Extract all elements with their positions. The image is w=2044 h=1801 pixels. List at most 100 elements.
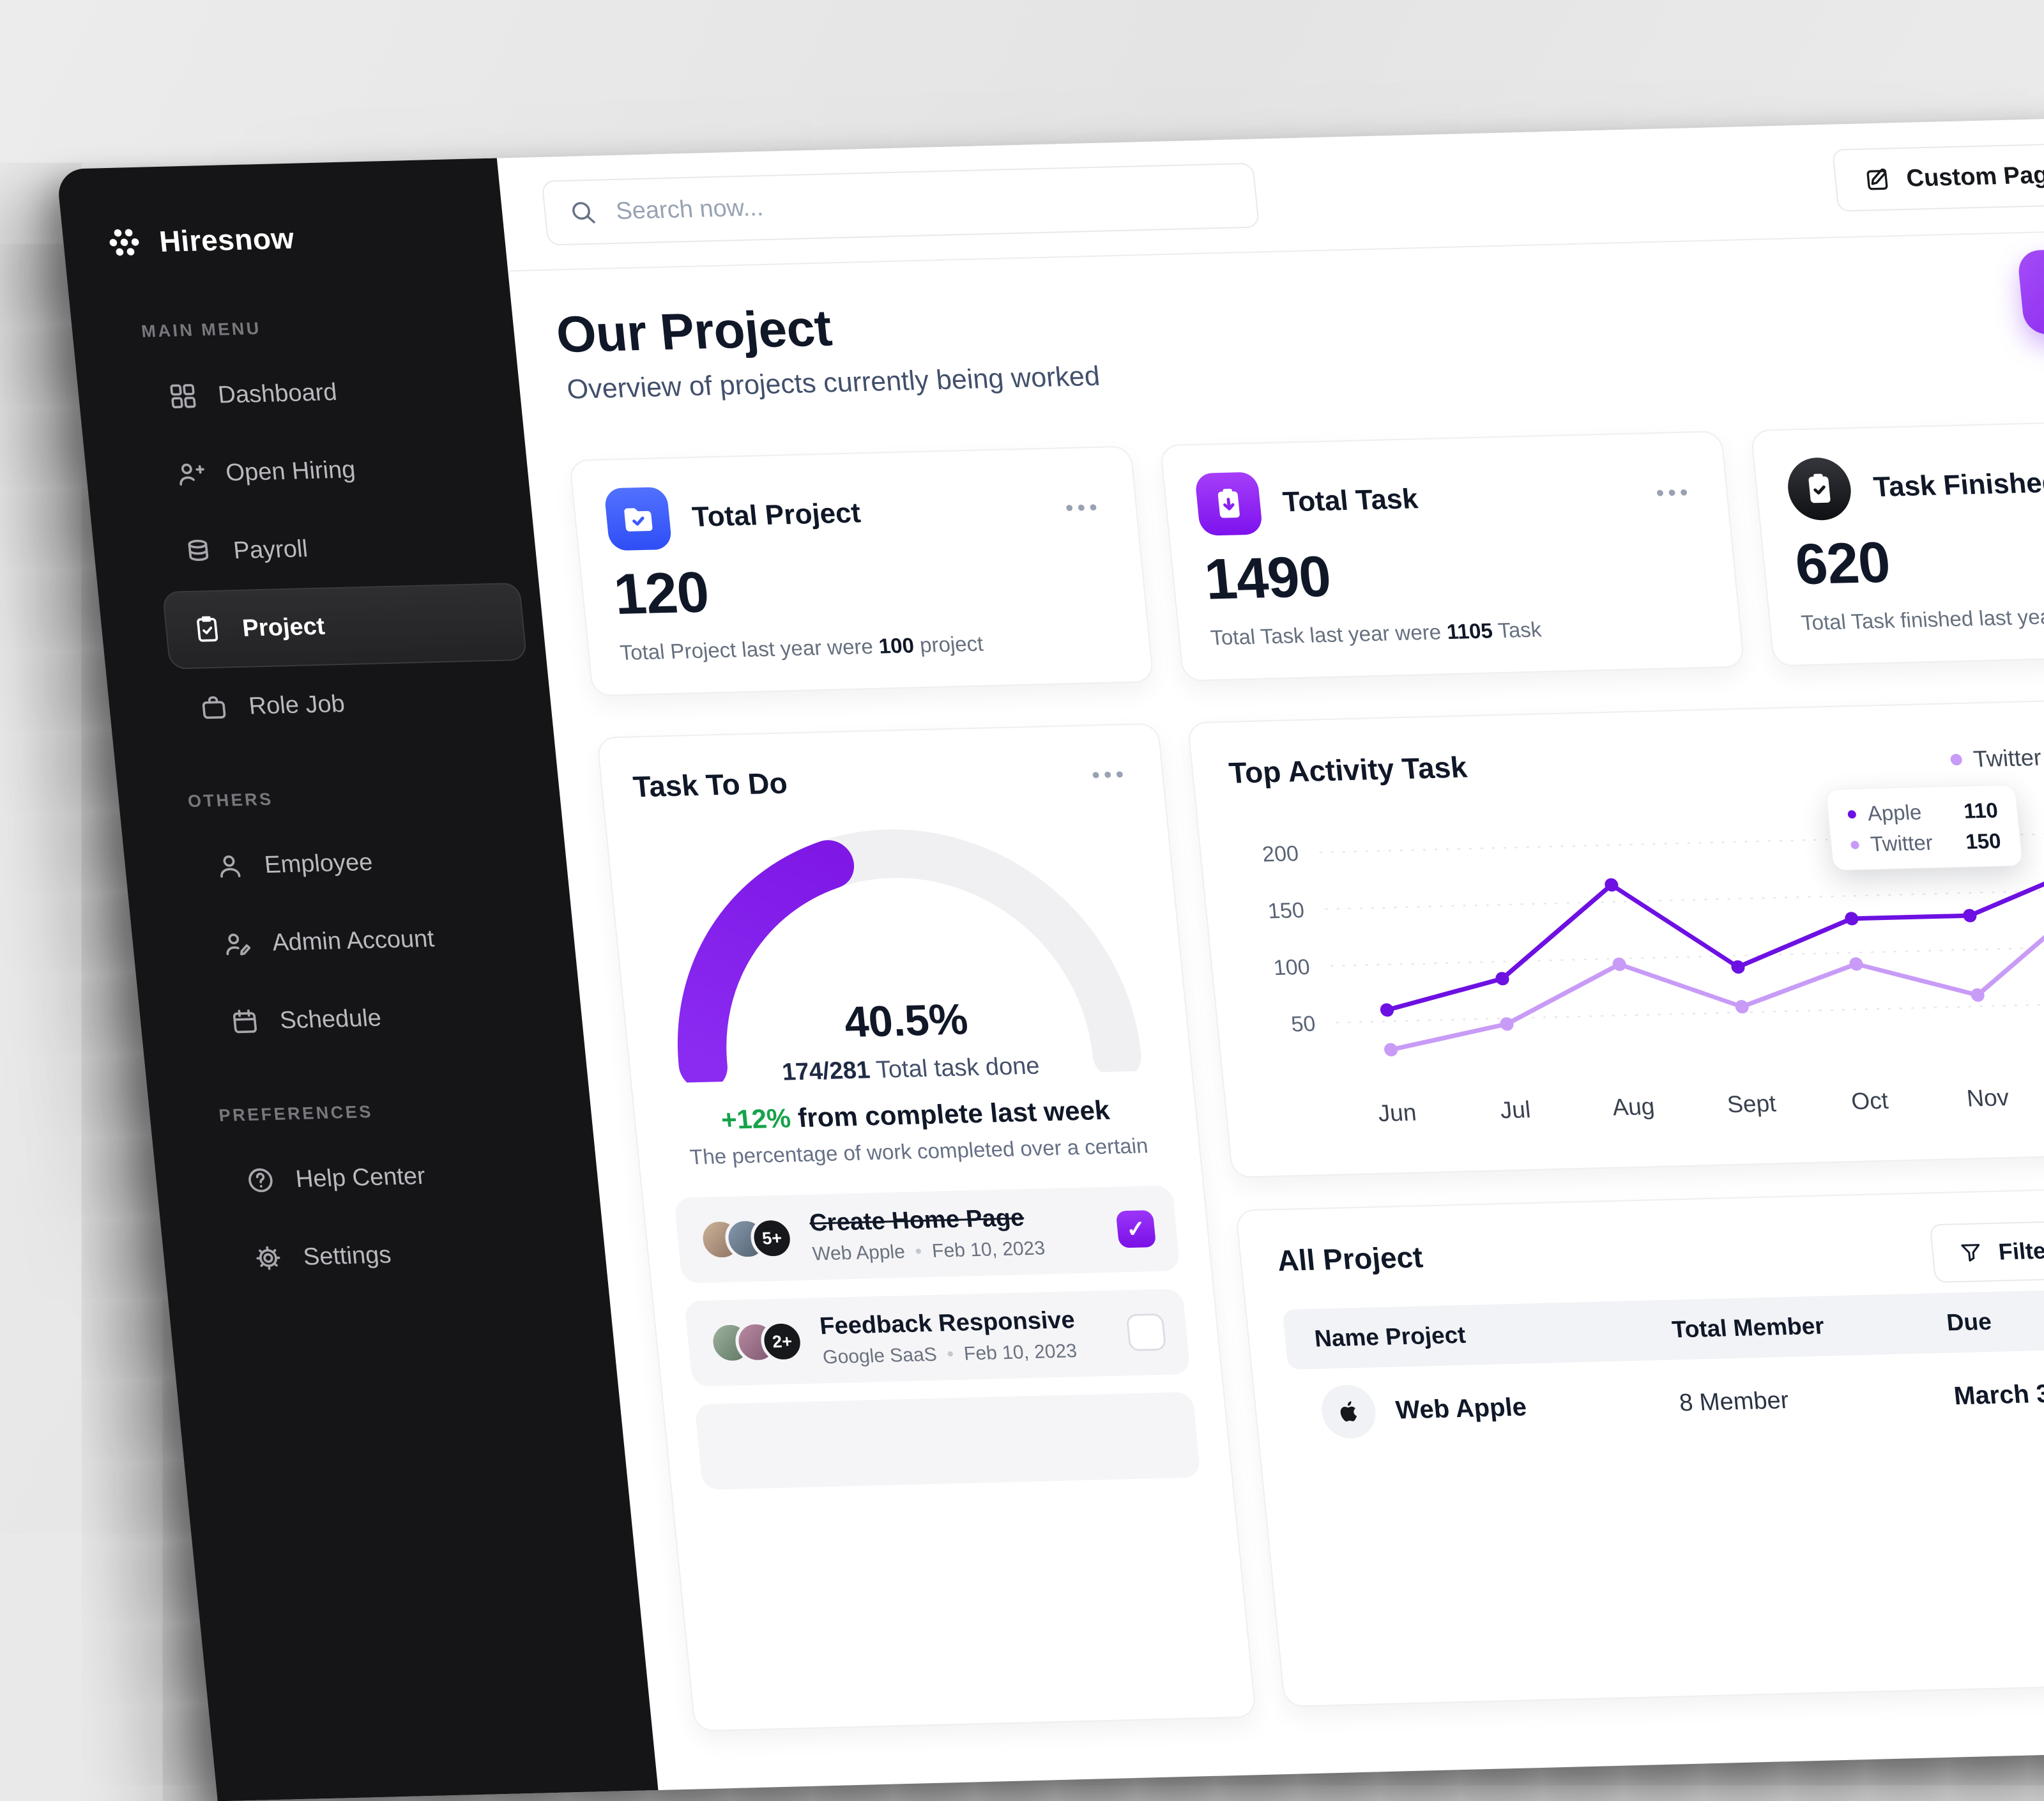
dot-separator: • — [946, 1344, 955, 1365]
stat-footer: Total Task finished last year — [1800, 598, 2044, 635]
sidebar-item-label: Admin Account — [271, 925, 436, 956]
user-icon — [213, 851, 246, 881]
task-title: Create Home Page — [808, 1202, 1099, 1237]
more-icon[interactable]: ••• — [1060, 493, 1106, 523]
all-project-card: All Project Filter Task Name Project Tot… — [1235, 1181, 2044, 1707]
funnel-icon — [1958, 1240, 1985, 1265]
svg-text:Sept: Sept — [1726, 1089, 1778, 1117]
sidebar-item-dashboard[interactable]: Dashboard — [139, 349, 504, 436]
sidebar-item-label: Dashboard — [217, 379, 338, 410]
folder-icon — [604, 487, 673, 551]
all-project-title: All Project — [1276, 1239, 1424, 1278]
sidebar-item-label: Project — [241, 613, 326, 642]
calendar-icon — [229, 1006, 261, 1036]
clipboard-down-icon — [1194, 472, 1263, 536]
stat-card-total-task: Total Task ••• 1490 Total Task last year… — [1159, 431, 1744, 681]
sidebar-item-label: Open Hiring — [224, 456, 356, 487]
custom-page-label: Custom Page — [1905, 161, 2044, 192]
dot-separator: • — [914, 1241, 923, 1262]
svg-text:Jun: Jun — [1377, 1099, 1417, 1126]
sidebar-item-help-center[interactable]: Help Center — [217, 1133, 582, 1220]
brand-name: Hiresnow — [158, 221, 296, 259]
sidebar-item-label: Help Center — [294, 1162, 427, 1193]
sidebar-item-schedule[interactable]: Schedule — [201, 975, 566, 1062]
project-name: Web Apple — [1394, 1393, 1528, 1425]
task-checkbox[interactable]: ✓ — [1116, 1210, 1157, 1248]
coins-icon — [182, 537, 215, 567]
column-total-member: Total Member — [1671, 1310, 1948, 1344]
task-row[interactable]: 2+ Feedback Responsive Google SaaS • Feb… — [684, 1289, 1191, 1386]
svg-text:200: 200 — [1261, 841, 1299, 866]
app-window: Hiresnow MAIN MENU Dashboard Open Hiring — [56, 109, 2044, 1801]
stat-footer: Total Project last year were 100 project — [619, 628, 1120, 665]
help-icon — [245, 1165, 277, 1195]
more-icon[interactable]: ••• — [1651, 478, 1697, 507]
briefcase-icon — [197, 692, 230, 722]
filter-task-button[interactable]: Filter Task — [1929, 1219, 2044, 1283]
svg-text:100: 100 — [1272, 955, 1311, 980]
sidebar-section-others: OTHERS — [187, 782, 561, 811]
task-todo-card: Task To Do ••• — [597, 723, 1257, 1732]
stat-title: Total Project — [690, 497, 862, 533]
sidebar-item-role-job[interactable]: Role Job — [170, 661, 535, 747]
custom-page-button[interactable]: Custom Page — [1832, 143, 2044, 212]
task-checkbox[interactable]: ✓ — [1126, 1314, 1167, 1351]
search-input[interactable] — [613, 181, 1233, 226]
stat-card-task-finished: Task Finished ••• 620 Total Task finishe… — [1750, 416, 2044, 666]
sidebar-item-employee[interactable]: Employee — [185, 819, 551, 906]
sidebar-section-preferences: PREFERENCES — [218, 1096, 591, 1126]
clipboard-check-icon — [1785, 457, 1854, 521]
sidebar-item-label: Employee — [263, 848, 374, 878]
stat-cards-row: Total Project ••• 120 Total Project last… — [569, 412, 2044, 696]
svg-text:Jul: Jul — [1499, 1096, 1532, 1123]
sidebar-item-project[interactable]: Project — [162, 583, 528, 670]
stat-title: Total Task — [1281, 483, 1419, 518]
user-plus-icon — [174, 459, 207, 489]
svg-text:Oct: Oct — [1850, 1087, 1889, 1114]
user-edit-icon — [221, 929, 254, 959]
task-subtitle: Web Apple • Feb 10, 2023 — [812, 1236, 1102, 1265]
sidebar-item-settings[interactable]: Settings — [224, 1211, 590, 1298]
task-row-partial[interactable] — [694, 1392, 1201, 1490]
sidebar-section-main-menu: MAIN MENU — [141, 312, 514, 342]
clipboard-icon — [191, 615, 224, 645]
svg-text:Nov: Nov — [1965, 1084, 2010, 1112]
svg-text:Aug: Aug — [1611, 1092, 1656, 1121]
stat-value: 120 — [611, 549, 1116, 628]
stat-title: Task Finished — [1872, 467, 2044, 503]
sidebar-item-admin-account[interactable]: Admin Account — [193, 897, 558, 984]
svg-text:50: 50 — [1290, 1012, 1317, 1037]
task-todo-title: Task To Do — [632, 765, 789, 804]
gear-icon — [252, 1243, 285, 1273]
brand: Hiresnow — [62, 214, 507, 262]
edit-square-icon — [1863, 165, 1893, 193]
hiresnow-logo-icon — [104, 224, 145, 261]
avatar-stack: 5+ — [698, 1216, 795, 1261]
legend-item[interactable]: Twitter — [1949, 744, 2043, 774]
task-row[interactable]: 5+ Create Home Page Web Apple • Feb 10, … — [674, 1185, 1180, 1283]
sidebar-item-open-hiring[interactable]: Open Hiring — [147, 427, 512, 514]
gauge-subtext: 174/281 Total task done — [660, 1050, 1161, 1090]
todo-description: The percentage of work completed over a … — [669, 1133, 1170, 1170]
main-content: Custom Page Share Available Our Project … — [497, 109, 2044, 1790]
column-name-project: Name Project — [1313, 1317, 1674, 1353]
sidebar-item-payroll[interactable]: Payroll — [155, 505, 520, 592]
sidebar-item-label: Payroll — [232, 535, 309, 565]
stat-value: 620 — [1792, 520, 2044, 599]
activity-title: Top Activity Task — [1228, 749, 1469, 790]
chart-legend[interactable]: Twitter — [1949, 744, 2043, 774]
avatar-stack: 2+ — [708, 1320, 805, 1365]
stat-card-total-project: Total Project ••• 120 Total Project last… — [569, 446, 1154, 696]
sidebar-item-label: Settings — [302, 1241, 393, 1271]
delta-line: +12% from complete last week — [665, 1094, 1166, 1137]
more-icon[interactable]: ••• — [1087, 760, 1133, 790]
search-box[interactable] — [541, 163, 1260, 246]
sidebar-item-label: Role Job — [248, 690, 346, 720]
filter-task-label: Filter Task — [1997, 1236, 2044, 1265]
sidebar-item-label: Schedule — [278, 1004, 383, 1034]
dashboard-icon — [167, 381, 199, 411]
task-subtitle: Google SaaS • Feb 10, 2023 — [822, 1339, 1113, 1368]
